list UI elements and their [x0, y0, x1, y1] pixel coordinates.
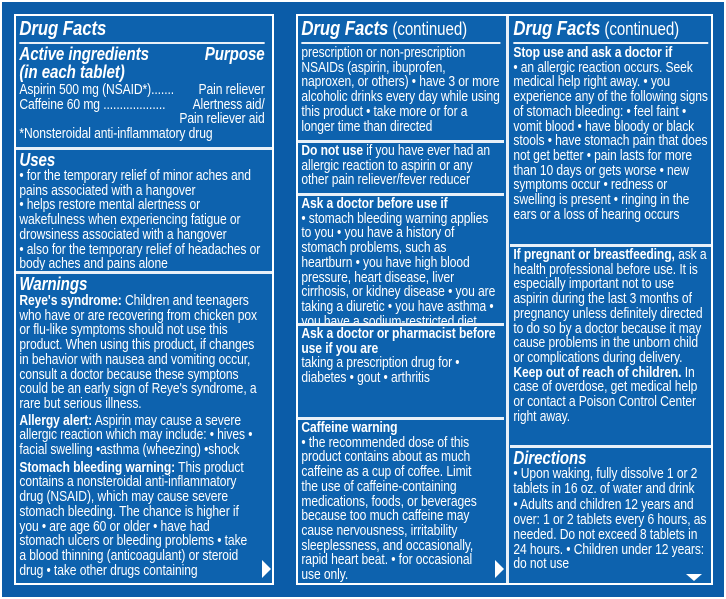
- use-item: • also for the temporary relief of heada…: [19, 241, 261, 270]
- purpose: Alertness aid/: [192, 96, 265, 113]
- stomach-bleeding-warning: Stomach bleeding warning: This product c…: [19, 459, 266, 579]
- text: • the recommended dose of this product c…: [301, 434, 477, 583]
- text: if you have ever had an allergic reactio…: [301, 144, 491, 189]
- title: Drug Facts: [19, 18, 107, 40]
- pregnancy-section: If pregnant or breastfeeding, ask a heal…: [510, 248, 711, 444]
- do-not-use-section: Do not use if you have ever had an aller…: [298, 144, 504, 192]
- divider: [510, 244, 711, 247]
- lead: Stomach bleeding warning:: [19, 459, 176, 476]
- caffeine-warning-section: Caffeine warning • the recommended dose o…: [298, 421, 504, 583]
- lead: Stop use and ask a doctor if: [513, 45, 673, 61]
- uses-section: Uses • for the temporary relief of minor…: [16, 151, 272, 270]
- warnings-heading: Warnings: [19, 275, 88, 294]
- use-item: • for the temporary relief of minor ache…: [19, 168, 251, 199]
- title: Drug Facts: [301, 18, 389, 40]
- purpose: Pain reliever: [198, 82, 265, 98]
- keep-out-of-reach-lead: Keep out of reach of children.: [513, 364, 682, 381]
- lead: Do not use: [301, 144, 363, 159]
- lead: Reye's syndrome:: [19, 293, 122, 309]
- title-rule: [19, 42, 265, 44]
- lead: If pregnant or breastfeeding,: [513, 248, 675, 263]
- purpose-heading: Purpose: [204, 44, 265, 64]
- lead: Allergy alert:: [19, 412, 93, 429]
- title: Drug Facts: [513, 18, 601, 40]
- divider: [510, 445, 711, 448]
- direction-item: • Adults and children 12 years and over:…: [513, 497, 707, 573]
- divider: [298, 193, 504, 196]
- reye-warning: Reye's syndrome: Children and teenagers …: [19, 294, 266, 412]
- directions-heading: Directions: [513, 449, 587, 468]
- divider: [298, 417, 504, 420]
- arrow-right-icon: [262, 560, 271, 578]
- purpose: Pain reliever aid: [179, 111, 265, 128]
- text: This product contains a nonsteroidal ant…: [19, 459, 248, 579]
- ask-pharmacist-section: Ask a doctor or pharmacist before use if…: [298, 327, 504, 417]
- text: • stomach bleeding warning applies to yo…: [301, 210, 496, 323]
- text: In case of overdose, get medical help or…: [513, 364, 698, 425]
- text: Aspirin may cause a severe allergic reac…: [19, 412, 253, 459]
- divider: [298, 140, 504, 143]
- header-section: Drug Facts Active ingredients Purpose (in…: [16, 18, 272, 146]
- ingredient-row: Caffeine 60 mg ................... Alertn…: [19, 96, 265, 113]
- direction-item: • Upon waking, fully dissolve 1 or 2 tab…: [513, 466, 698, 497]
- warning-continued: prescription or non-prescription NSAIDs …: [301, 45, 500, 135]
- text: Children and teenagers who have or are r…: [19, 293, 257, 412]
- active-ingredients-heading: Active ingredients: [19, 44, 149, 64]
- arrow-right-icon: [495, 560, 504, 578]
- text: • an allergic reaction occurs. Seek medi…: [513, 59, 708, 223]
- header-section: Drug Facts (continued) prescription or n…: [298, 18, 504, 140]
- column-2: Drug Facts (continued) prescription or n…: [298, 16, 504, 583]
- ask-doctor-section: Ask a doctor before use if • stomach blee…: [298, 197, 504, 323]
- text: taking a prescription drug for • diabete…: [301, 355, 460, 387]
- title-rule: [513, 42, 709, 44]
- panel-continued: Drug Facts (continued) prescription or n…: [296, 14, 713, 585]
- uses-heading: Uses: [19, 151, 56, 170]
- title-suffix: (continued): [600, 19, 680, 39]
- use-item: • helps restore mental alertness or wake…: [19, 197, 241, 243]
- allergy-alert: Allergy alert: Aspirin may cause a sever…: [19, 412, 266, 459]
- column-3: Drug Facts (continued) Stop use and ask …: [510, 16, 711, 583]
- text: ask a health professional before use. It…: [513, 248, 707, 366]
- panel-1: Drug Facts Active ingredients Purpose (in…: [14, 14, 274, 585]
- ingredient: Aspirin 500 mg (NSAID*).......: [19, 82, 175, 98]
- title-suffix: (continued): [388, 19, 468, 39]
- divider: [16, 271, 272, 274]
- stop-use-section: Drug Facts (continued) Stop use and ask …: [510, 18, 711, 242]
- column-divider: [506, 16, 509, 583]
- lead: Ask a doctor or pharmacist before use if…: [301, 327, 496, 357]
- arrow-down-icon: [686, 574, 702, 581]
- lead: Caffeine warning: [301, 421, 398, 436]
- title-rule: [301, 42, 501, 44]
- divider: [16, 147, 272, 150]
- ingredient-row: Aspirin 500 mg (NSAID*)....... Pain relie…: [19, 83, 264, 98]
- lead: Ask a doctor before use if: [301, 197, 448, 212]
- footnote: *Nonsteroidal anti-inflammatory drug: [19, 126, 213, 143]
- divider: [298, 323, 504, 326]
- warnings-section: Warnings Reye's syndrome: Children and t…: [16, 275, 272, 583]
- directions-section: Directions • Upon waking, fully dissolve…: [510, 449, 711, 583]
- active-ingredients-subheading: (in each tablet): [19, 62, 125, 82]
- ingredient: Caffeine 60 mg ...................: [19, 96, 166, 113]
